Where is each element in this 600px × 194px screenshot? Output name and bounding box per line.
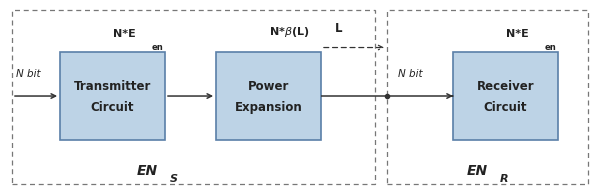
Bar <box>216 52 321 140</box>
Text: en: en <box>545 43 557 52</box>
Text: N*E: N*E <box>506 29 529 39</box>
Text: EN: EN <box>136 165 158 178</box>
Text: Circuit: Circuit <box>91 101 134 114</box>
Text: N*E: N*E <box>113 29 136 39</box>
Text: Power: Power <box>248 80 289 93</box>
Text: Receiver: Receiver <box>476 80 535 93</box>
Bar <box>60 52 165 140</box>
Text: N*$\beta$(L): N*$\beta$(L) <box>269 25 310 39</box>
Text: N bit: N bit <box>16 68 41 79</box>
Text: N bit: N bit <box>398 68 423 79</box>
Text: EN: EN <box>466 165 488 178</box>
Text: Circuit: Circuit <box>484 101 527 114</box>
Text: Transmitter: Transmitter <box>74 80 151 93</box>
Text: L: L <box>335 22 343 35</box>
Text: R: R <box>500 174 508 184</box>
Text: en: en <box>152 43 164 52</box>
Text: Expansion: Expansion <box>235 101 302 114</box>
Bar <box>12 10 375 184</box>
Bar <box>453 52 558 140</box>
Text: S: S <box>170 174 178 184</box>
Bar <box>387 10 588 184</box>
